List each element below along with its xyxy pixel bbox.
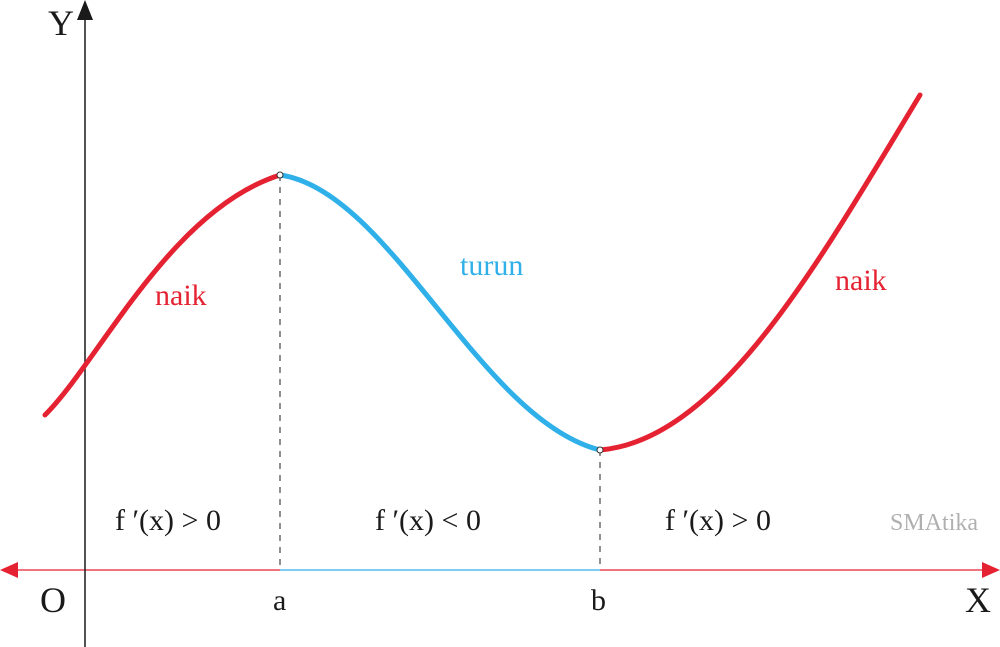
label-naik-left: naik — [155, 279, 207, 312]
curve-fall — [280, 175, 600, 450]
region-right: f ′(x) > 0 — [665, 504, 771, 537]
x-axis-label: X — [965, 580, 991, 620]
x-axis-arrow-right — [982, 562, 1000, 578]
tick-b: b — [591, 584, 606, 617]
origin-label: O — [40, 580, 66, 620]
point-a — [277, 172, 283, 178]
label-naik-right: naik — [835, 264, 887, 297]
region-middle: f ′(x) < 0 — [375, 504, 481, 537]
label-turun: turun — [460, 249, 523, 282]
point-b — [597, 447, 603, 453]
diagram-canvas: Y X O a b naik turun naik f ′(x) > 0 f ′… — [0, 0, 1000, 647]
y-axis-label: Y — [48, 3, 74, 43]
watermark: SMAtika — [890, 510, 978, 536]
y-axis-arrow — [77, 0, 93, 20]
x-axis-arrow-left — [0, 562, 18, 578]
region-left: f ′(x) > 0 — [115, 504, 221, 537]
tick-a: a — [273, 584, 286, 617]
